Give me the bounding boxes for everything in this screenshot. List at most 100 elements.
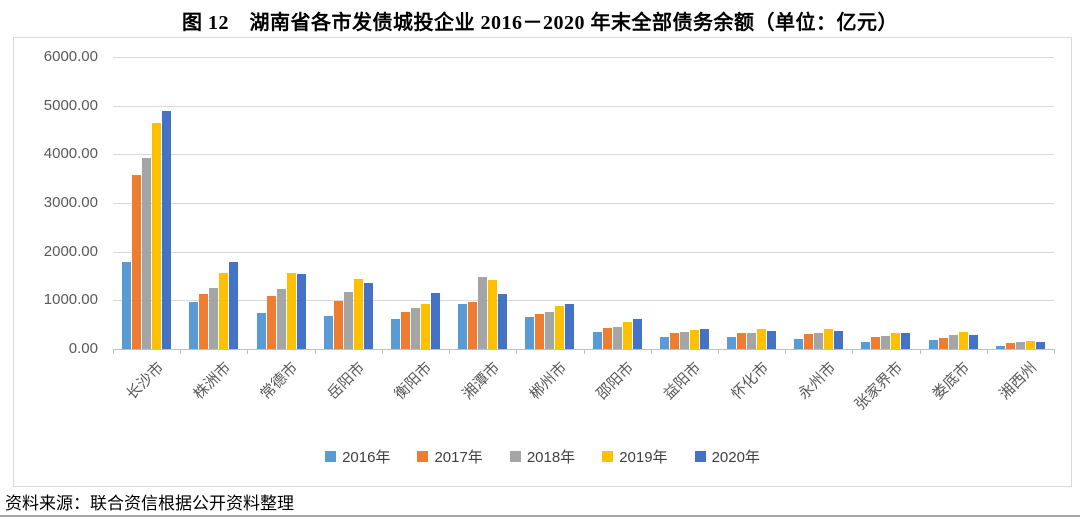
gridline — [113, 105, 1054, 107]
gridline — [113, 251, 1054, 253]
legend-swatch-icon — [417, 451, 429, 462]
bar-2017年-永州市 — [804, 333, 814, 349]
bar-2018年-张家界市 — [881, 335, 891, 349]
x-category-label: 张家界市 — [851, 359, 907, 414]
bar-2019年-郴州市 — [555, 305, 565, 349]
x-category-label: 衡阳市 — [391, 359, 436, 403]
legend-item-2018年: 2018年 — [509, 446, 576, 467]
bar-2017年-株洲市 — [199, 294, 209, 349]
bar-2017年-益阳市 — [669, 333, 679, 349]
x-axis-tick — [381, 349, 383, 354]
legend-label: 2020年 — [711, 449, 760, 466]
gridline — [113, 300, 1054, 302]
source-note: 资料来源：联合资信根据公开资料整理 — [5, 494, 294, 513]
legend-item-2016年: 2016年 — [325, 446, 390, 467]
x-axis-tick — [717, 349, 719, 354]
bar-2016年-常德市 — [256, 312, 266, 349]
y-tick-label: 2000.00 — [43, 242, 98, 260]
bar-2020年-常德市 — [296, 273, 306, 349]
x-category-label: 邵阳市 — [593, 359, 638, 403]
x-axis-tick — [583, 349, 585, 354]
bar-2019年-永州市 — [824, 328, 834, 349]
x-axis-tick — [516, 349, 518, 354]
x-axis-tick — [986, 349, 988, 354]
bar-group-邵阳市 — [584, 57, 651, 349]
bar-group-衡阳市 — [382, 57, 449, 349]
y-tick-label: 0.00 — [68, 340, 98, 357]
bar-2018年-湘潭市 — [478, 277, 488, 349]
bar-2019年-怀化市 — [757, 329, 767, 349]
bar-2020年-衡阳市 — [430, 293, 440, 349]
x-category-label: 郴州市 — [526, 359, 571, 403]
bar-2018年-郴州市 — [545, 312, 555, 349]
x-axis-tick — [785, 349, 787, 354]
x-category-label: 益阳市 — [660, 359, 705, 403]
bar-2018年-株洲市 — [209, 287, 219, 349]
x-category-label: 湘西州 — [996, 359, 1041, 403]
x-axis-tick — [852, 349, 854, 354]
y-tick-label: 4000.00 — [43, 145, 98, 163]
chart-title: 图 12 湖南省各市发债城投企业 2016－2020 年末全部债务余额（单位：亿… — [182, 12, 898, 34]
bar-2016年-永州市 — [794, 338, 804, 349]
plot-area — [113, 57, 1055, 354]
bar-2017年-娄底市 — [938, 338, 948, 349]
bar-2019年-益阳市 — [689, 329, 699, 349]
bar-2018年-邵阳市 — [612, 326, 622, 349]
bar-2016年-郴州市 — [525, 316, 535, 349]
gridline — [113, 203, 1054, 204]
legend-swatch-icon — [602, 451, 614, 462]
bar-2020年-邵阳市 — [632, 319, 642, 349]
bar-group-株洲市 — [180, 57, 247, 349]
x-axis-tick — [247, 349, 249, 354]
bar-group-郴州市 — [516, 57, 583, 349]
x-category-label: 岳阳市 — [324, 359, 369, 403]
bar-2016年-株洲市 — [189, 301, 199, 349]
bar-2016年-益阳市 — [659, 336, 669, 349]
bar-2019年-株洲市 — [219, 272, 229, 349]
gridline — [113, 57, 1054, 58]
bar-2020年-株洲市 — [229, 261, 239, 349]
y-tick-label: 6000.00 — [43, 48, 98, 65]
x-axis-tick — [650, 349, 652, 354]
legend-item-2019年: 2019年 — [602, 446, 668, 467]
bar-group-常德市 — [247, 57, 314, 349]
bar-2018年-怀化市 — [747, 333, 757, 349]
legend-label: 2019年 — [619, 449, 668, 466]
bar-2020年-怀化市 — [767, 330, 777, 349]
legend-label: 2016年 — [342, 449, 391, 466]
bar-2016年-岳阳市 — [323, 316, 333, 349]
bar-2017年-常德市 — [266, 296, 276, 349]
bar-2020年-郴州市 — [565, 304, 575, 349]
bar-2017年-怀化市 — [737, 332, 747, 349]
legend-swatch-icon — [694, 451, 706, 462]
bar-2020年-永州市 — [834, 330, 844, 349]
bar-2018年-益阳市 — [679, 331, 689, 349]
x-category-label: 长沙市 — [122, 359, 167, 403]
bar-2016年-衡阳市 — [390, 319, 400, 349]
bar-group-岳阳市 — [315, 57, 382, 349]
bar-2016年-湘潭市 — [458, 303, 468, 349]
bar-2016年-怀化市 — [727, 336, 737, 349]
bar-2018年-衡阳市 — [410, 308, 420, 349]
x-category-label: 株洲市 — [190, 359, 234, 403]
bar-2017年-张家界市 — [871, 337, 881, 349]
bar-2019年-衡阳市 — [420, 303, 430, 349]
bar-2020年-娄底市 — [968, 334, 978, 349]
bar-2017年-岳阳市 — [333, 300, 343, 349]
bar-group-长沙市 — [113, 57, 180, 349]
x-axis-tick — [180, 349, 182, 354]
bar-group-永州市 — [785, 57, 852, 349]
bar-2018年-娄底市 — [948, 335, 958, 349]
y-tick-label: 1000.00 — [43, 291, 98, 309]
bar-2019年-岳阳市 — [353, 279, 363, 349]
bar-2019年-娄底市 — [958, 332, 968, 349]
legend-item-2017年: 2017年 — [417, 446, 483, 467]
bar-2016年-娄底市 — [928, 339, 938, 349]
bar-group-湘西州 — [987, 57, 1054, 349]
bar-2017年-衡阳市 — [400, 311, 410, 349]
legend-label: 2018年 — [526, 449, 576, 466]
x-axis-tick — [919, 349, 921, 354]
x-category-label: 湘潭市 — [458, 359, 503, 403]
bar-2020年-益阳市 — [699, 328, 709, 349]
